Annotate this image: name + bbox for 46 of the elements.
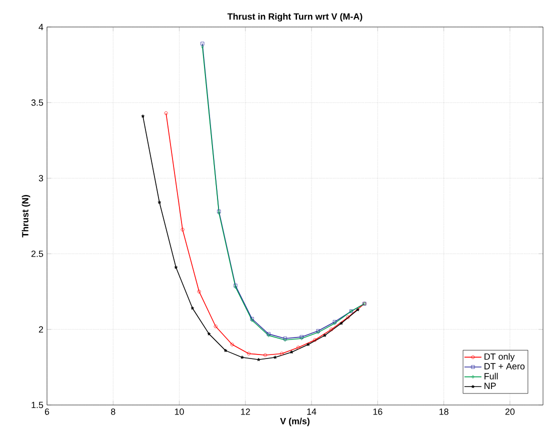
point	[214, 324, 218, 328]
legend-label: Full	[484, 372, 498, 380]
legend-label: DT + Aero	[484, 363, 525, 370]
point	[230, 342, 234, 346]
x-tick-label: 20	[505, 408, 515, 415]
x-tick-label: 18	[440, 408, 448, 415]
point	[346, 316, 350, 320]
point	[306, 342, 310, 346]
point	[240, 356, 244, 359]
legend-label: DT only	[484, 353, 515, 362]
point	[246, 352, 251, 356]
point	[190, 306, 194, 310]
y-tick-label: 2	[38, 326, 44, 333]
point	[340, 322, 344, 325]
point	[197, 290, 201, 294]
point	[273, 356, 277, 359]
point	[330, 328, 334, 332]
point	[207, 332, 211, 336]
x-tick-label: 8	[111, 408, 116, 415]
point	[323, 334, 326, 337]
x-tick-label: 6	[44, 408, 50, 415]
chart-title: Thrust in Right Turn wrt V (M-A)	[227, 13, 362, 22]
point	[263, 353, 268, 357]
x-axis-title: V (m/s)	[280, 418, 310, 426]
y-tick-label: 1.5	[32, 402, 44, 408]
point	[280, 352, 284, 356]
point	[290, 350, 294, 354]
x-tick-label: 10	[174, 408, 184, 415]
y-tick-label: 2.5	[31, 250, 44, 257]
point	[174, 266, 178, 269]
x-tick-label: 14	[307, 408, 316, 415]
point	[180, 228, 184, 232]
legend-label: NP	[484, 382, 496, 389]
x-tick-label: 16	[373, 408, 382, 415]
point	[141, 114, 145, 118]
point	[224, 348, 228, 352]
x-tick-label: 12	[241, 408, 250, 415]
y-tick-label: 3.5	[31, 99, 44, 106]
point	[158, 200, 162, 204]
point	[256, 358, 260, 362]
y-axis-title: Thrust (N)	[22, 195, 30, 238]
point	[313, 338, 317, 342]
point	[296, 346, 300, 350]
y-tick-label: 4	[38, 24, 44, 30]
y-tick-label: 3	[38, 175, 44, 182]
point	[356, 308, 360, 312]
